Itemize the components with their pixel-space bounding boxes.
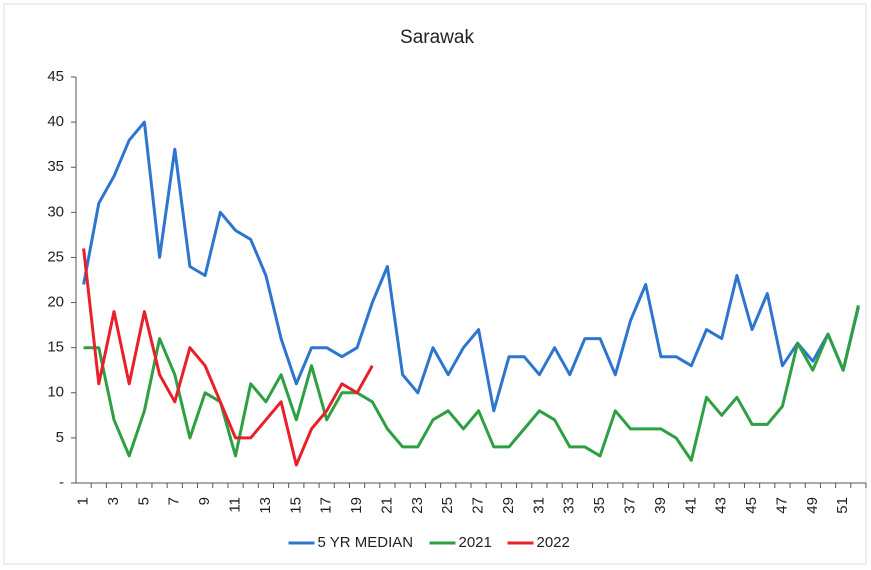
x-tick-label: 23 xyxy=(409,497,426,514)
y-tick-label: 45 xyxy=(47,68,64,85)
x-tick-label: 21 xyxy=(378,497,395,514)
x-tick-label: 37 xyxy=(621,497,638,514)
legend-label: 5 YR MEDIAN xyxy=(318,534,414,551)
x-tick-label: 27 xyxy=(470,497,487,514)
x-tick-label: 3 xyxy=(105,497,122,505)
legend-label: 2021 xyxy=(459,534,492,551)
x-tick-label: 47 xyxy=(773,497,790,514)
x-tick-label: 43 xyxy=(713,497,730,514)
legend-label: 2022 xyxy=(537,534,570,551)
y-tick-label: 40 xyxy=(47,113,64,130)
y-tick-label: 35 xyxy=(47,158,64,175)
x-tick-label: 35 xyxy=(591,497,608,514)
x-tick-label: 41 xyxy=(682,497,699,514)
x-tick-label: 11 xyxy=(226,497,243,513)
series-line xyxy=(82,120,860,413)
x-tick-label: 15 xyxy=(287,497,304,514)
chart-title: Sarawak xyxy=(400,27,474,48)
x-tick-label: 29 xyxy=(500,497,517,514)
y-tick-label: 10 xyxy=(47,384,64,401)
chart-frame xyxy=(3,3,867,565)
x-tick-label: 39 xyxy=(652,497,669,514)
x-tick-label: 9 xyxy=(196,497,213,505)
x-tick-label: 7 xyxy=(166,497,183,505)
y-tick-label: - xyxy=(59,474,64,491)
y-tick-label: 25 xyxy=(47,248,64,265)
y-tick-label: 30 xyxy=(47,203,64,220)
y-tick-label: 5 xyxy=(56,429,64,446)
x-tick-label: 51 xyxy=(834,497,851,514)
x-tick-label: 31 xyxy=(530,497,547,514)
x-tick-label: 45 xyxy=(743,497,760,514)
x-tick-label: 1 xyxy=(75,497,92,505)
x-tick-label: 33 xyxy=(561,497,578,514)
x-tick-label: 49 xyxy=(804,497,821,514)
series-line xyxy=(83,304,860,462)
x-tick-label: 19 xyxy=(348,497,365,514)
x-tick-label: 5 xyxy=(135,497,152,505)
y-tick-label: 20 xyxy=(47,294,64,311)
series-line xyxy=(82,248,374,467)
x-tick-label: 13 xyxy=(257,497,274,514)
y-tick-label: 15 xyxy=(47,339,64,356)
x-tick-label: 17 xyxy=(318,497,335,514)
x-tick-label: 25 xyxy=(439,497,456,514)
